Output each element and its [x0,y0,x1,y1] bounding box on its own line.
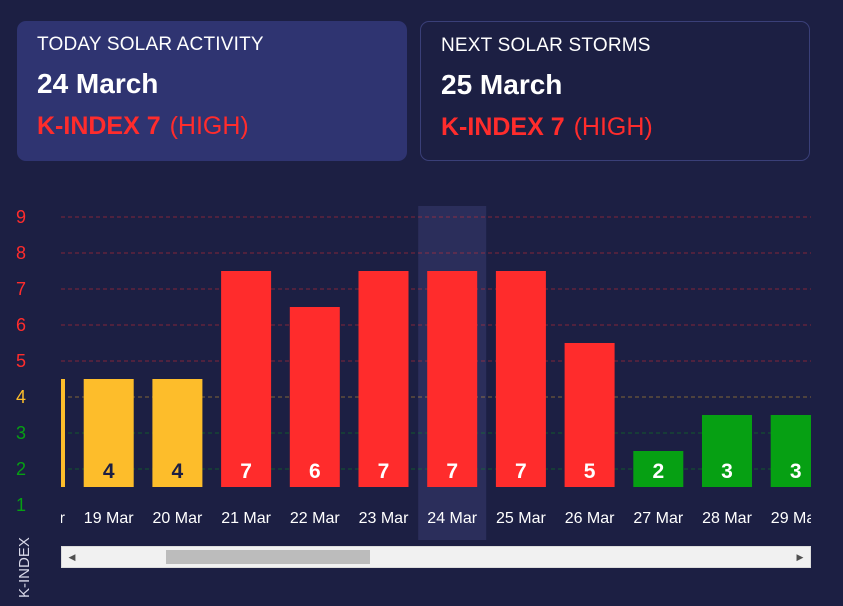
x-tick-label: 27 Mar [633,510,683,527]
y-axis-label: K-INDEX [16,537,33,598]
next-kindex-level: (HIGH) [573,113,653,141]
scrollbar-thumb[interactable] [166,550,370,564]
y-tick-label: 4 [16,387,26,407]
bar-value-label: 4 [34,460,46,483]
next-storms-card: NEXT SOLAR STORMS 25 March K-INDEX 7 (HI… [420,21,810,161]
y-tick-label: 9 [16,207,26,227]
bar [83,379,134,487]
today-kindex-level: (HIGH) [169,112,249,140]
y-tick-label: 1 [16,495,26,515]
y-tick-label: 2 [16,459,26,479]
y-tick-label: 6 [16,315,26,335]
y-tick-label: 5 [16,351,26,371]
bar [702,415,752,487]
bar [770,415,811,487]
x-tick-label: 24 Mar [427,510,477,527]
bar-value-label: 4 [172,460,184,483]
bar [427,271,478,487]
bar-value-label: 7 [240,460,252,483]
next-card-date: 25 March [441,69,563,100]
arrow-right-icon[interactable]: ▶ [796,552,804,562]
bar [495,271,546,487]
bar [221,271,272,487]
bar-value-label: 6 [309,460,321,483]
plot-area: 4 18 Mar 4 19 Mar 4 20 Mar 7 21 Mar 6 22 Mar 7 23 M… [15,206,821,540]
today-kindex-value: K-INDEX 7 [37,112,161,140]
today-card-kindex: K-INDEX 7 (HIGH) [37,112,387,141]
chart-scrollbar[interactable]: ◀ ▶ [61,546,811,568]
x-tick-label: 18 Mar [15,510,65,527]
x-tick-label: 28 Mar [702,510,752,527]
x-tick-label: 19 Mar [84,510,134,527]
bar [564,343,615,487]
next-card-title: NEXT SOLAR STORMS [441,35,651,56]
bar-value-label: 5 [584,460,596,483]
x-tick-label: 21 Mar [221,510,271,527]
today-card-date: 24 March [37,68,159,99]
x-tick-label: 20 Mar [153,510,203,527]
bar [289,307,340,487]
x-tick-label: 25 Mar [496,510,546,527]
arrow-left-icon[interactable]: ◀ [68,552,76,562]
x-tick-label: 29 Mar [771,510,821,527]
bar [633,451,684,487]
y-tick-label: 8 [16,243,26,263]
next-kindex-value: K-INDEX 7 [441,113,565,141]
bar-value-label: 7 [515,460,527,483]
x-tick-label: 26 Mar [565,510,615,527]
bar-value-label: 4 [103,460,115,483]
next-card-kindex: K-INDEX 7 (HIGH) [441,113,789,142]
x-tick-label: 23 Mar [359,510,409,527]
bar-value-label: 3 [790,460,802,483]
y-tick-label: 3 [16,423,26,443]
today-activity-card: TODAY SOLAR ACTIVITY 24 March K-INDEX 7 … [17,21,407,161]
bar-value-label: 3 [721,460,733,483]
today-card-title: TODAY SOLAR ACTIVITY [37,34,264,55]
bar [61,379,65,487]
y-tick-label: 7 [16,279,26,299]
bar-value-label: 7 [446,460,458,483]
bar [358,271,409,487]
bar [152,379,203,487]
x-tick-label: 22 Mar [290,510,340,527]
bar-value-label: 2 [652,460,664,483]
bar-value-label: 7 [378,460,390,483]
